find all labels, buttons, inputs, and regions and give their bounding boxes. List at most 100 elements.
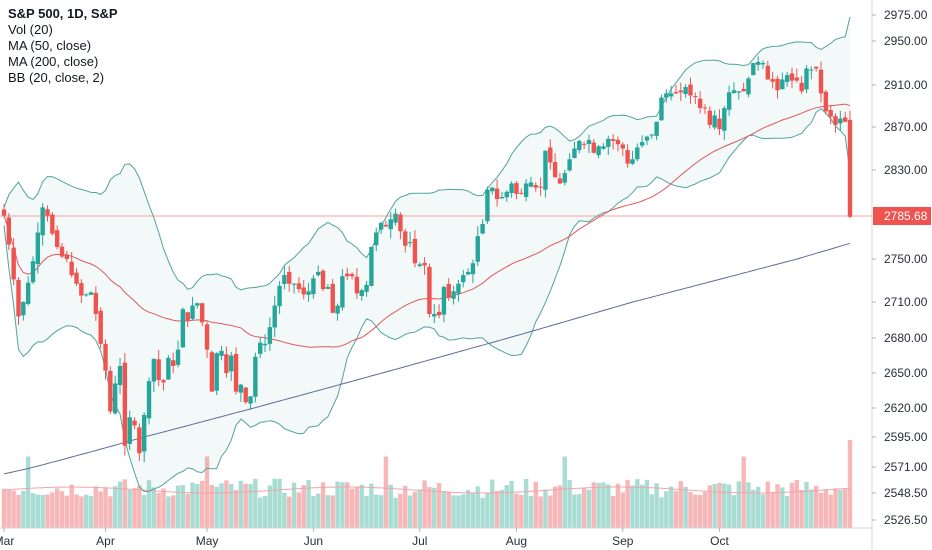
volume-bar	[528, 496, 534, 528]
volume-bar	[1, 488, 7, 528]
ma50-line	[3, 103, 851, 348]
candle-body	[775, 78, 780, 91]
volume-bar	[490, 479, 495, 528]
candle-body	[359, 290, 364, 297]
candle-body	[562, 173, 567, 183]
volume-bar	[83, 494, 89, 528]
volume-bar	[668, 486, 674, 528]
volume-bar	[557, 485, 563, 528]
x-tick-label: Jul	[412, 534, 427, 548]
candle-body	[533, 185, 538, 188]
x-tick-label: May	[196, 534, 219, 548]
candle-body	[316, 271, 321, 276]
volume-bar	[432, 487, 437, 528]
volume-bar	[190, 482, 195, 528]
volume-bar	[30, 493, 36, 528]
candle-body	[93, 292, 99, 314]
candle-body	[649, 134, 654, 136]
volume-bar	[200, 480, 205, 528]
candle-body	[548, 147, 553, 163]
volume-bar	[21, 490, 26, 528]
candle-body	[267, 327, 273, 344]
candle-body	[141, 414, 147, 452]
volume-bar	[712, 484, 717, 528]
volume-bar	[514, 493, 519, 528]
volume-bar	[741, 456, 746, 528]
candle-body	[277, 285, 282, 307]
y-tick-label: 2526.50	[884, 513, 928, 527]
candle-body	[538, 186, 543, 188]
volume-bar	[301, 484, 306, 528]
candle-body	[664, 93, 669, 98]
volume-bar	[581, 487, 587, 528]
candle-body	[606, 138, 611, 147]
volume-bar	[296, 492, 302, 528]
volume-bar	[345, 482, 350, 528]
volume-bar	[403, 485, 408, 528]
volume-bar	[349, 488, 355, 528]
candle-body	[287, 271, 292, 284]
volume-bar	[369, 483, 374, 528]
candle-body	[809, 69, 814, 71]
legend-ma50[interactable]: MA (50, close)	[8, 38, 92, 53]
candle-body	[311, 278, 316, 295]
candle-body	[780, 79, 785, 90]
candle-body	[514, 183, 519, 194]
volume-bar	[364, 495, 369, 528]
candle-body	[813, 66, 819, 69]
candle-body	[519, 192, 524, 194]
candle-body	[185, 312, 190, 322]
candle-body	[204, 324, 210, 350]
volume-bar	[388, 484, 393, 528]
candle-body	[335, 305, 340, 314]
volume-bar	[456, 495, 461, 528]
volume-bar	[137, 485, 142, 528]
candle-body	[146, 381, 152, 419]
volume-bar	[335, 481, 340, 528]
candle-body	[6, 217, 12, 245]
candle-body	[770, 79, 775, 82]
candle-body	[427, 266, 432, 314]
volume-bar	[6, 489, 12, 528]
candle-body	[697, 98, 703, 109]
volume-bar	[224, 480, 229, 528]
candle-body	[659, 97, 664, 121]
candle-body	[383, 224, 389, 227]
volume-bar	[461, 494, 466, 528]
volume-bar	[122, 479, 128, 528]
x-tick-label: Jun	[304, 534, 323, 548]
candle-body	[398, 214, 403, 232]
legend-ma200[interactable]: MA (200, close)	[8, 54, 99, 69]
legend-bollinger[interactable]: BB (20, close, 2)	[8, 70, 105, 85]
legend-volume[interactable]: Vol (20)	[8, 22, 53, 37]
volume-bar	[470, 492, 476, 528]
volume-bar	[248, 484, 253, 528]
candle-body	[330, 283, 335, 313]
y-tick-label: 2680.00	[884, 331, 928, 345]
candle-body	[54, 230, 60, 247]
candle-body	[127, 417, 132, 444]
volume-bar	[359, 484, 364, 528]
candle-body	[195, 303, 200, 306]
candle-body	[842, 117, 848, 122]
volume-bar	[383, 456, 389, 528]
volume-bar	[132, 488, 137, 528]
candle-body	[543, 150, 548, 190]
volume-bar	[567, 480, 572, 528]
candle-body	[755, 61, 761, 65]
candle-body	[258, 342, 263, 354]
volume-bar	[441, 490, 447, 528]
volume-bar	[625, 479, 630, 528]
volume-bar	[161, 488, 166, 528]
candle-body	[480, 224, 485, 234]
volume-bar	[673, 491, 679, 528]
volume-bar	[615, 483, 621, 528]
volume-bar	[407, 495, 413, 528]
candle-body	[668, 93, 674, 97]
volume-bar	[243, 483, 248, 528]
candle-body	[369, 246, 374, 286]
candle-body	[354, 276, 360, 294]
legend-symbol[interactable]: S&P 500, 1D, S&P	[8, 6, 118, 21]
